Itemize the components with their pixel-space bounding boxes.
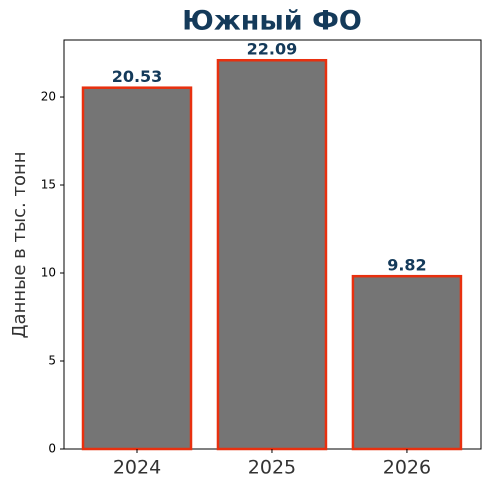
x-tick-label: 2025 <box>248 457 296 479</box>
bar <box>216 58 328 451</box>
y-axis-label: Данные в тыс. тонн <box>9 151 30 338</box>
y-tick-label: 15 <box>41 178 56 192</box>
x-tick-label: 2024 <box>113 457 161 479</box>
value-label: 9.82 <box>387 256 426 275</box>
bar <box>351 274 463 451</box>
x-tick-label: 2026 <box>383 457 431 479</box>
chart-title: Южный ФО <box>182 6 362 37</box>
value-label: 20.53 <box>112 67 163 86</box>
bar <box>81 86 193 451</box>
y-tick-label: 20 <box>41 90 56 104</box>
y-tick-label: 5 <box>48 354 56 368</box>
y-tick-label: 0 <box>48 442 56 456</box>
y-tick-label: 10 <box>41 266 56 280</box>
value-label: 22.09 <box>247 40 298 59</box>
